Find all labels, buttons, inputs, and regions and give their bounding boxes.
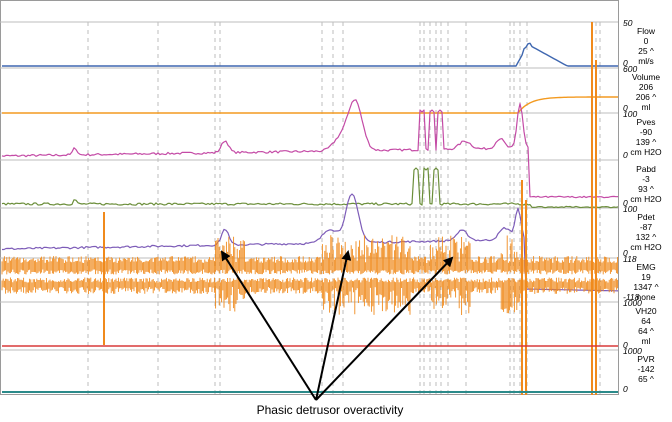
channel-label-line: ml/s [638, 56, 654, 66]
grid [0, 0, 619, 395]
channel-label-line: 139 ^ [636, 137, 657, 147]
annotation-arrow [315, 250, 352, 401]
plot-frame [0, 0, 619, 395]
volume-trace [2, 96, 618, 114]
channel-label-line: 64 [641, 316, 651, 326]
channel-label-line: -142 [637, 364, 654, 374]
channel-label-line: 132 ^ [636, 232, 657, 242]
channel-label-line: ml [642, 336, 651, 346]
scale-bottom: 0 [623, 248, 628, 258]
emg-trace [1, 235, 619, 315]
annotation-arrows [220, 250, 454, 401]
channel-label-line: 206 ^ [636, 92, 657, 102]
annotation-text: Phasic detrusor overactivity [257, 403, 404, 417]
channel-label-line: cm H2O [630, 242, 662, 252]
annotation-arrow [315, 256, 454, 401]
channel-label-line: VH20 [635, 306, 657, 316]
channel-label-line: 64 ^ [638, 326, 654, 336]
pabd-trace [1, 167, 619, 209]
annotation-arrow [220, 250, 317, 401]
scale-top: 118 [623, 254, 637, 264]
channel-label-line: -87 [640, 222, 653, 232]
scale-bottom: 0 [623, 198, 628, 208]
channel-label-line: Pabd [636, 164, 656, 174]
scale-bottom: 0 [623, 340, 628, 350]
channel-label-line: cm H2O [630, 194, 662, 204]
channel-label-line: 0 [644, 36, 649, 46]
channel-label-line: 93 ^ [638, 184, 654, 194]
scale-bottom: 0 [623, 103, 628, 113]
scale-bottom: -118 [623, 292, 640, 302]
channel-label-line: 65 ^ [638, 374, 654, 384]
scale-bottom: 0 [623, 150, 628, 160]
scale-bottom: 0 [623, 58, 628, 68]
channel-label-line: ml [642, 102, 651, 112]
channel-label-line: -3 [642, 174, 650, 184]
scale-top: 1000 [623, 298, 642, 308]
channel-label-line: cm H2O [630, 147, 662, 157]
channel-label-line: none [637, 292, 656, 302]
scale-top: 100 [623, 204, 637, 214]
scale-top: 100 [623, 109, 637, 119]
channel-label-line: 25 ^ [638, 46, 654, 56]
channel-label-line: PVR [637, 354, 654, 364]
scale-top: 50 [623, 18, 633, 28]
flow-trace [2, 42, 618, 67]
channel-label-line: Volume [632, 72, 661, 82]
pves-trace [1, 99, 619, 199]
channel-label-line: Pdet [637, 212, 655, 222]
channel-label-line: Flow [637, 26, 656, 36]
scale-bottom: 0 [623, 384, 628, 394]
scale-top: 600 [623, 64, 637, 74]
channel-label-pabd: 0 Pabd-393 ^cm H2O [623, 164, 662, 208]
channel-label-line: 1347 ^ [633, 282, 658, 292]
channel-label-line: 19 [641, 272, 651, 282]
channel-label-line: Pves [637, 117, 656, 127]
scale-top: 1000 [623, 346, 642, 356]
channel-label-line: 206 [639, 82, 653, 92]
channel-label-line: EMG [636, 262, 655, 272]
channel-label-line: -90 [640, 127, 653, 137]
